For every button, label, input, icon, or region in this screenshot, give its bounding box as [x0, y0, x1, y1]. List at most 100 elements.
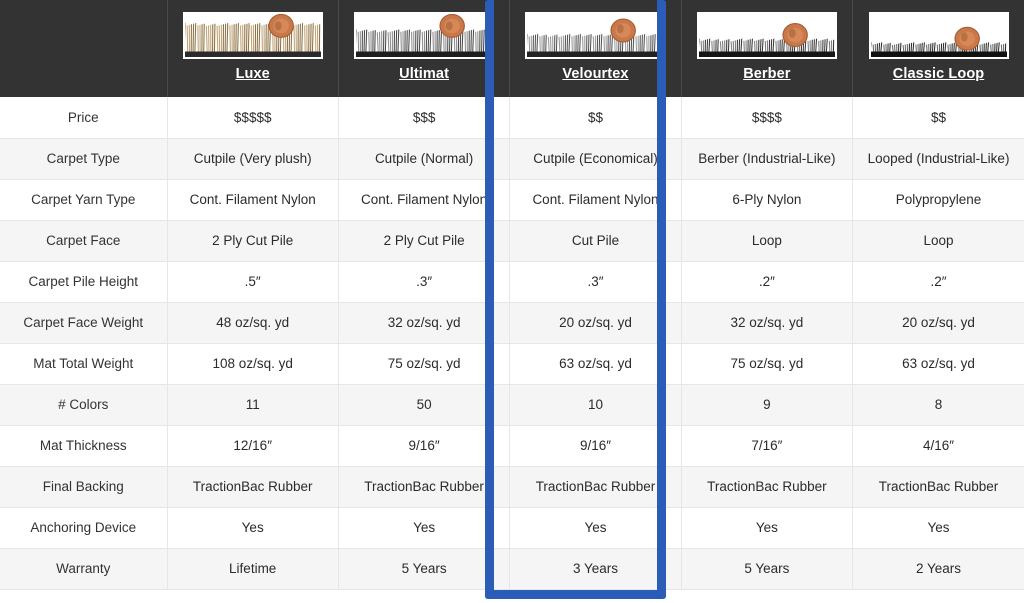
- product-name-link[interactable]: Classic Loop: [892, 66, 985, 82]
- table-cell: 9: [680, 384, 853, 426]
- product-header-berber[interactable]: Berber: [680, 0, 853, 97]
- table-cell: Yes: [509, 507, 682, 549]
- table-header: Luxe Ultimat Velourtex Ber: [0, 0, 1024, 97]
- carpet-swatch-luxe-icon: [184, 14, 321, 57]
- table-cell: Cutpile (Normal): [337, 138, 510, 180]
- table-row: Price $$$$$ $$$ $$ $$$$ $$: [0, 97, 1024, 139]
- feature-label: Price: [0, 97, 167, 139]
- table-cell: 2 Years: [852, 548, 1024, 590]
- table-cell: $$$$$: [166, 97, 339, 139]
- table-cell: $$: [509, 97, 682, 139]
- table-cell: TractionBac Rubber: [852, 466, 1024, 508]
- table-cell: 5 Years: [337, 548, 510, 590]
- table-cell: $$$$: [680, 97, 853, 139]
- product-name-link[interactable]: Berber: [743, 66, 791, 82]
- feature-label: Anchoring Device: [0, 507, 167, 549]
- table-cell: Cutpile (Very plush): [166, 138, 339, 180]
- feature-column-header: [0, 0, 167, 97]
- table-cell: 7/16″: [680, 425, 853, 467]
- carpet-swatch-ultimat-icon: [354, 12, 495, 59]
- table-cell: Yes: [680, 507, 853, 549]
- table-row: Carpet Type Cutpile (Very plush) Cutpile (…: [0, 138, 1024, 180]
- carpet-swatch-classic-loop-icon: [868, 12, 1009, 59]
- table-row: Mat Total Weight 108 oz/sq. yd 75 oz/sq. y…: [0, 343, 1024, 385]
- table-row: Carpet Pile Height .5″ .3″ .3″ .2″ .2″: [0, 261, 1024, 303]
- table-row: Final Backing TractionBac Rubber TractionB…: [0, 466, 1024, 508]
- table-cell: TractionBac Rubber: [509, 466, 682, 508]
- product-name-link[interactable]: Luxe: [235, 66, 270, 82]
- carpet-swatch-berber-icon: [698, 14, 835, 57]
- table-cell: 50: [337, 384, 510, 426]
- table-row: Carpet Face Weight 48 oz/sq. yd 32 oz/sq. …: [0, 302, 1024, 344]
- table-cell: 2 Ply Cut Pile: [337, 220, 510, 262]
- product-comparison-table: Luxe Ultimat Velourtex Ber: [0, 0, 1024, 590]
- table-cell: 63 oz/sq. yd: [509, 343, 682, 385]
- table-cell: Cont. Filament Nylon: [509, 179, 682, 221]
- table-cell: Loop: [680, 220, 853, 262]
- carpet-swatch-berber-icon: [696, 12, 837, 59]
- carpet-swatch-classic-loop-icon: [870, 14, 1007, 57]
- table-cell: 63 oz/sq. yd: [852, 343, 1024, 385]
- table-cell: 32 oz/sq. yd: [680, 302, 853, 344]
- table-cell: 3 Years: [509, 548, 682, 590]
- carpet-swatch-velourtex-icon: [525, 12, 666, 59]
- table-cell: Cont. Filament Nylon: [166, 179, 339, 221]
- product-header-velourtex[interactable]: Velourtex: [509, 0, 682, 97]
- table-cell: .3″: [509, 261, 682, 303]
- table-cell: 5 Years: [680, 548, 853, 590]
- table-cell: Looped (Industrial-Like): [852, 138, 1024, 180]
- carpet-swatch-luxe-icon: [182, 12, 323, 59]
- table-cell: 9/16″: [337, 425, 510, 467]
- table-cell: TractionBac Rubber: [337, 466, 510, 508]
- table-cell: .5″: [166, 261, 339, 303]
- product-header-row: Luxe Ultimat Velourtex Ber: [0, 0, 1024, 97]
- feature-label: Mat Total Weight: [0, 343, 167, 385]
- table-cell: Cutpile (Economical): [509, 138, 682, 180]
- feature-label: Carpet Yarn Type: [0, 179, 167, 221]
- table-cell: 4/16″: [852, 425, 1024, 467]
- table-cell: Yes: [166, 507, 339, 549]
- table-cell: 48 oz/sq. yd: [166, 302, 339, 344]
- table-cell: Polypropylene: [852, 179, 1024, 221]
- table-cell: 11: [166, 384, 339, 426]
- table-cell: 108 oz/sq. yd: [166, 343, 339, 385]
- table-cell: 20 oz/sq. yd: [852, 302, 1024, 344]
- table-cell: 75 oz/sq. yd: [337, 343, 510, 385]
- table-cell: 8: [852, 384, 1024, 426]
- carpet-swatch-ultimat-icon: [356, 14, 493, 57]
- table-cell: TractionBac Rubber: [166, 466, 339, 508]
- feature-label: Mat Thickness: [0, 425, 167, 467]
- feature-label: # Colors: [0, 384, 167, 426]
- product-header-ultimat[interactable]: Ultimat: [337, 0, 510, 97]
- table-cell: .3″: [337, 261, 510, 303]
- product-name-link[interactable]: Ultimat: [399, 66, 449, 82]
- product-name-link[interactable]: Velourtex: [562, 66, 629, 82]
- table-cell: Yes: [852, 507, 1024, 549]
- table-row: Warranty Lifetime 5 Years 3 Years 5 Years 2 Y…: [0, 548, 1024, 590]
- table-cell: 10: [509, 384, 682, 426]
- table-cell: Cont. Filament Nylon: [337, 179, 510, 221]
- table-cell: 32 oz/sq. yd: [337, 302, 510, 344]
- product-header-luxe[interactable]: Luxe: [166, 0, 339, 97]
- table-row: Carpet Yarn Type Cont. Filament Nylon Cont…: [0, 179, 1024, 221]
- table-cell: 75 oz/sq. yd: [680, 343, 853, 385]
- carpet-swatch-velourtex-icon: [527, 14, 664, 57]
- table-cell: Berber (Industrial-Like): [680, 138, 853, 180]
- product-header-classic-loop[interactable]: Classic Loop: [852, 0, 1024, 97]
- table-cell: Cut Pile: [509, 220, 682, 262]
- table-cell: 12/16″: [166, 425, 339, 467]
- table-cell: $$: [852, 97, 1024, 139]
- table-cell: 2 Ply Cut Pile: [166, 220, 339, 262]
- table-cell: Loop: [852, 220, 1024, 262]
- table-cell: Yes: [337, 507, 510, 549]
- feature-label: Carpet Pile Height: [0, 261, 167, 303]
- table-cell: $$$: [337, 97, 510, 139]
- feature-label: Final Backing: [0, 466, 167, 508]
- table-cell: 6-Ply Nylon: [680, 179, 853, 221]
- feature-label: Carpet Face Weight: [0, 302, 167, 344]
- table-row: Carpet Face 2 Ply Cut Pile 2 Ply Cut Pile C…: [0, 220, 1024, 262]
- table-cell: TractionBac Rubber: [680, 466, 853, 508]
- table-cell: .2″: [680, 261, 853, 303]
- table-body: Price $$$$$ $$$ $$ $$$$ $$ Carpet Type Cutpile …: [0, 97, 1024, 590]
